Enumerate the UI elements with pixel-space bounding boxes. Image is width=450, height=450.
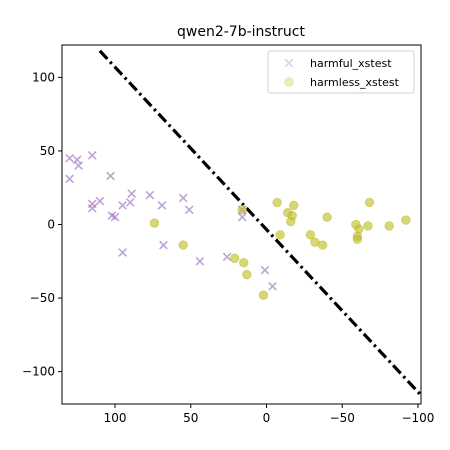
legend-circle-marker: [284, 77, 294, 87]
data-point-harmless: [289, 200, 299, 211]
data-point-harmful: [87, 150, 97, 160]
y-axis: 100 50 0 −50 −100: [22, 70, 62, 379]
data-point-harmful: [260, 265, 270, 275]
data-point-harmful: [157, 201, 167, 210]
data-point-harmless: [287, 210, 297, 221]
x-tick-label: 0: [263, 411, 271, 425]
data-point-harmful: [118, 201, 127, 210]
data-point-harmful: [145, 190, 155, 200]
legend-label-harmful: harmful_xstest: [310, 57, 392, 70]
data-point-harmless: [242, 269, 252, 280]
data-point-harmful: [106, 171, 115, 181]
data-point-harmless: [149, 218, 160, 228]
data-point-harmless: [305, 230, 316, 240]
data-point-harmful: [118, 248, 127, 257]
y-tick-label: 100: [32, 70, 55, 84]
data-point-harmless: [317, 240, 328, 250]
points-layer: [65, 150, 411, 300]
data-point-harmful: [195, 256, 205, 266]
legend-marker-harmless: [284, 77, 294, 87]
data-point-harmful: [178, 193, 188, 203]
data-point-harmful: [127, 189, 137, 198]
data-point-harmful: [65, 174, 74, 184]
x-tick-label: −50: [330, 411, 355, 425]
legend: harmful_xstest harmless_xstest: [267, 50, 415, 94]
data-point-harmful: [268, 281, 277, 291]
data-point-harmless: [364, 197, 375, 208]
y-tick-label: 50: [40, 144, 55, 158]
data-point-harmless: [272, 197, 282, 208]
data-point-harmful: [184, 205, 194, 215]
data-point-harmful: [87, 203, 97, 213]
data-point-harmless: [384, 221, 394, 231]
data-point-harmless: [401, 215, 411, 225]
data-point-harmless: [322, 212, 332, 222]
data-point-harmless: [229, 253, 240, 264]
data-point-harmless: [352, 231, 363, 241]
data-point-harmless: [363, 221, 373, 231]
x-tick-label: 50: [183, 411, 198, 425]
data-point-harmful: [222, 252, 232, 262]
legend-x-marker: [284, 58, 294, 68]
x-tick-label: −100: [401, 411, 434, 425]
data-point-harmless: [275, 230, 285, 240]
chart-title: qwen2-7b-instruct: [177, 24, 306, 40]
data-point-harmless: [239, 258, 249, 268]
legend-marker-harmful: [284, 58, 294, 68]
data-point-harmful: [110, 212, 120, 222]
data-point-harmful: [65, 153, 74, 163]
y-tick-label: −100: [22, 365, 55, 379]
data-point-harmful: [237, 212, 247, 222]
decision-boundary-line: [98, 49, 423, 397]
data-point-harmful: [159, 240, 168, 250]
reference-line-layer: [98, 49, 423, 397]
data-point-harmful: [125, 198, 135, 207]
legend-label-harmless: harmless_xstest: [310, 76, 400, 89]
data-point-harmful: [74, 161, 84, 171]
data-point-harmful: [95, 196, 105, 206]
data-point-harmless: [237, 205, 247, 215]
y-tick-label: 0: [47, 218, 55, 232]
data-point-harmless: [178, 240, 188, 250]
x-tick-label: 100: [104, 411, 127, 425]
legend-box: [267, 50, 415, 94]
x-axis: 100 50 0 −50 −100: [104, 404, 434, 425]
y-tick-label: −50: [30, 291, 55, 305]
data-point-harmless: [258, 290, 269, 300]
plot-area-background: [62, 45, 421, 404]
